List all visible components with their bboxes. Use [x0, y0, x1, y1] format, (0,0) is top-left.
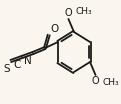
Text: N: N — [24, 56, 32, 66]
Text: CH₃: CH₃ — [103, 78, 120, 87]
Text: O: O — [91, 76, 99, 86]
Text: S: S — [3, 64, 10, 74]
Text: CH₃: CH₃ — [76, 7, 92, 16]
Text: O: O — [51, 24, 59, 34]
Text: C: C — [14, 60, 21, 70]
Text: O: O — [64, 8, 72, 18]
